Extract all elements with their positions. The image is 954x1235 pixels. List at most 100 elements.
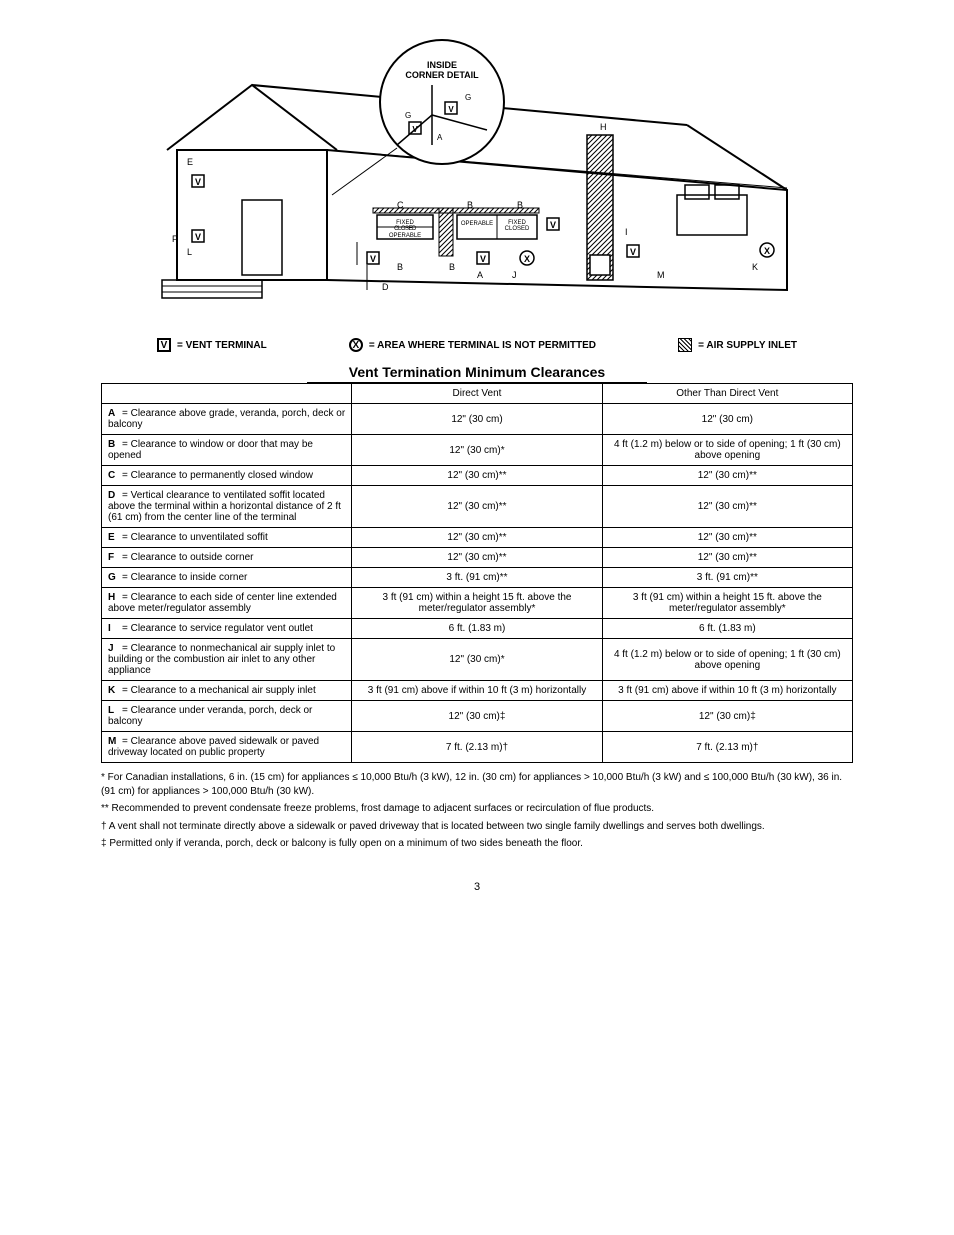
cell-desc: B= Clearance to window or door that may … <box>102 435 352 466</box>
cell-other: 6 ft. (1.83 m) <box>602 619 852 639</box>
svg-text:B: B <box>517 200 523 210</box>
svg-text:K: K <box>752 262 758 272</box>
svg-text:V: V <box>195 177 201 187</box>
table-row: E= Clearance to unventilated soffit12" (… <box>102 528 853 548</box>
page-number: 3 <box>100 881 854 893</box>
ref-letter: B <box>108 439 122 450</box>
table-row: D= Vertical clearance to ventilated soff… <box>102 486 853 528</box>
footnotes: * For Canadian installations, 6 in. (15 … <box>101 771 853 851</box>
v-icon: V <box>157 338 171 352</box>
ref-letter: D <box>108 490 122 501</box>
house-diagram: V V E L F FIXED CLOSED OPERABLE OPERABLE… <box>157 30 797 330</box>
cell-other: 12" (30 cm)‡ <box>602 701 852 732</box>
cell-direct-vent: 12" (30 cm)** <box>352 486 602 528</box>
svg-text:INSIDE: INSIDE <box>427 60 457 70</box>
table-header-row: Direct Vent Other Than Direct Vent <box>102 384 853 404</box>
legend-nogo: X = AREA WHERE TERMINAL IS NOT PERMITTED <box>349 338 596 352</box>
ref-letter: H <box>108 592 122 603</box>
cell-other: 12" (30 cm)** <box>602 548 852 568</box>
cell-desc: I= Clearance to service regulator vent o… <box>102 619 352 639</box>
table-row: K= Clearance to a mechanical air supply … <box>102 681 853 701</box>
cell-direct-vent: 12" (30 cm)‡ <box>352 701 602 732</box>
cell-desc: M= Clearance above paved sidewalk or pav… <box>102 732 352 763</box>
table-title: Vent Termination Minimum Clearances <box>100 364 854 380</box>
table-row: F= Clearance to outside corner12" (30 cm… <box>102 548 853 568</box>
ref-letter: I <box>108 623 122 634</box>
svg-text:E: E <box>187 157 193 167</box>
cell-direct-vent: 3 ft (91 cm) above if within 10 ft (3 m)… <box>352 681 602 701</box>
svg-text:I: I <box>625 227 628 237</box>
svg-text:L: L <box>187 247 192 257</box>
cell-desc: C= Clearance to permanently closed windo… <box>102 466 352 486</box>
cell-other: 12" (30 cm)** <box>602 486 852 528</box>
svg-text:CLOSED: CLOSED <box>505 226 530 232</box>
ref-letter: G <box>108 572 122 583</box>
table-row: G= Clearance to inside corner3 ft. (91 c… <box>102 568 853 588</box>
svg-text:A: A <box>437 133 443 142</box>
cell-other: 12" (30 cm)** <box>602 528 852 548</box>
svg-text:OPERABLE: OPERABLE <box>389 233 421 239</box>
svg-text:A: A <box>477 270 483 280</box>
cell-other: 3 ft (91 cm) above if within 10 ft (3 m)… <box>602 681 852 701</box>
cell-desc: L= Clearance under veranda, porch, deck … <box>102 701 352 732</box>
ref-letter: M <box>108 736 122 747</box>
cell-other: 7 ft. (2.13 m)† <box>602 732 852 763</box>
cell-direct-vent: 12" (30 cm)** <box>352 548 602 568</box>
svg-text:J: J <box>512 270 517 280</box>
ref-letter: E <box>108 532 122 543</box>
cell-direct-vent: 12" (30 cm)** <box>352 528 602 548</box>
cell-desc: E= Clearance to unventilated soffit <box>102 528 352 548</box>
legend-hatch-text: = AIR SUPPLY INLET <box>698 340 797 351</box>
ref-letter: J <box>108 643 122 654</box>
table-row: L= Clearance under veranda, porch, deck … <box>102 701 853 732</box>
cell-desc: A= Clearance above grade, veranda, porch… <box>102 404 352 435</box>
svg-text:M: M <box>657 270 665 280</box>
ref-letter: L <box>108 705 122 716</box>
svg-text:G: G <box>405 111 411 120</box>
cell-desc: K= Clearance to a mechanical air supply … <box>102 681 352 701</box>
legend-hatch: = AIR SUPPLY INLET <box>678 338 797 352</box>
svg-text:V: V <box>412 125 418 134</box>
footnote: ** Recommended to prevent condensate fre… <box>101 802 853 816</box>
legend-vent: V = VENT TERMINAL <box>157 338 267 352</box>
svg-text:V: V <box>195 232 201 242</box>
svg-text:G: G <box>465 93 471 102</box>
svg-text:V: V <box>448 105 454 114</box>
cell-desc: G= Clearance to inside corner <box>102 568 352 588</box>
table-row: H= Clearance to each side of center line… <box>102 588 853 619</box>
header-direct-vent: Direct Vent <box>352 384 602 404</box>
ref-letter: C <box>108 470 122 481</box>
cell-direct-vent: 12" (30 cm)** <box>352 466 602 486</box>
svg-text:B: B <box>397 262 403 272</box>
table-row: M= Clearance above paved sidewalk or pav… <box>102 732 853 763</box>
table-row: J= Clearance to nonmechanical air supply… <box>102 639 853 681</box>
cell-other: 12" (30 cm)** <box>602 466 852 486</box>
cell-direct-vent: 6 ft. (1.83 m) <box>352 619 602 639</box>
header-other: Other Than Direct Vent <box>602 384 852 404</box>
cell-other: 12" (30 cm) <box>602 404 852 435</box>
x-icon: X <box>349 338 363 352</box>
cell-desc: D= Vertical clearance to ventilated soff… <box>102 486 352 528</box>
cell-other: 4 ft (1.2 m) below or to side of opening… <box>602 639 852 681</box>
cell-direct-vent: 12" (30 cm) <box>352 404 602 435</box>
cell-desc: J= Clearance to nonmechanical air supply… <box>102 639 352 681</box>
svg-text:V: V <box>550 220 556 230</box>
cell-direct-vent: 3 ft (91 cm) within a height 15 ft. abov… <box>352 588 602 619</box>
svg-text:C: C <box>397 200 404 210</box>
svg-text:OPERABLE: OPERABLE <box>461 221 493 227</box>
svg-text:CORNER DETAIL: CORNER DETAIL <box>405 70 479 80</box>
svg-text:V: V <box>370 254 376 264</box>
cell-direct-vent: 12" (30 cm)* <box>352 435 602 466</box>
legend-nogo-text: = AREA WHERE TERMINAL IS NOT PERMITTED <box>369 340 596 351</box>
svg-text:F: F <box>172 234 178 244</box>
footnote: ‡ Permitted only if veranda, porch, deck… <box>101 837 853 851</box>
svg-text:B: B <box>449 262 455 272</box>
table-row: B= Clearance to window or door that may … <box>102 435 853 466</box>
svg-text:H: H <box>600 122 607 132</box>
cell-other: 4 ft (1.2 m) below or to side of opening… <box>602 435 852 466</box>
svg-text:CLOSED: CLOSED <box>394 226 417 232</box>
clearance-table: Direct Vent Other Than Direct Vent A= Cl… <box>101 383 853 763</box>
svg-text:B: B <box>467 200 473 210</box>
hatch-icon <box>678 338 692 352</box>
cell-direct-vent: 3 ft. (91 cm)** <box>352 568 602 588</box>
